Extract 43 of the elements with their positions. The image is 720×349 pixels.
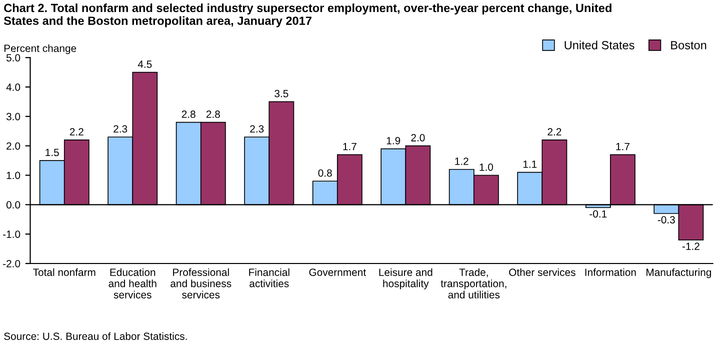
y-tick-label: 4.0: [6, 84, 20, 91]
data-label: 0.8: [318, 169, 332, 177]
data-label: 1.1: [523, 160, 537, 168]
x-tick-label: Leisure and hospitality: [379, 268, 432, 290]
data-label: 1.5: [46, 148, 59, 156]
data-label: 1.0: [480, 163, 494, 171]
data-label: 4.5: [138, 60, 152, 68]
data-label: 2.2: [70, 128, 84, 136]
source-note: Source: U.S. Bureau of Labor Statistics.: [4, 332, 187, 340]
data-label: 2.3: [250, 125, 264, 133]
data-label: 2.0: [411, 134, 425, 142]
x-tick-label: Government: [309, 268, 366, 276]
data-label: 2.3: [114, 125, 128, 133]
x-tick-label: Education and health services: [108, 268, 156, 298]
data-label: 2.2: [548, 128, 562, 136]
chart-title: Chart 2. Total nonfarm and selected industry supersector employment, over-the-year percent change, United States and the Boston metropolitan area, January 2017: [4, 3, 612, 28]
data-label: -1.2: [682, 242, 700, 250]
data-label: -0.1: [590, 210, 607, 218]
x-tick-label: Trade, transportation, and utilities: [440, 268, 506, 298]
data-label: 1.2: [455, 158, 468, 165]
data-label: 1.7: [616, 142, 630, 150]
data-label: 1.7: [343, 142, 356, 150]
legend-label: Boston: [671, 41, 706, 50]
legend-label: United States: [564, 40, 634, 50]
x-tick-label: Other services: [509, 268, 576, 276]
data-label: 3.5: [274, 90, 288, 98]
y-tick-label: 3.0: [6, 112, 20, 120]
x-tick-label: Professional and business services: [170, 268, 232, 298]
y-tick-label: 5.0: [6, 54, 20, 62]
x-tick-label: Information: [585, 268, 636, 276]
x-tick-label: Financial activities: [249, 268, 290, 288]
data-label: 2.8: [206, 110, 220, 118]
y-tick-label: 2.0: [6, 142, 20, 150]
data-label: -0.3: [658, 216, 675, 224]
y-tick-label: -2.0: [3, 260, 20, 268]
y-tick-label: 0.0: [6, 201, 20, 209]
y-tick-label: 1.0: [6, 172, 20, 180]
x-tick-label: Total nonfarm: [33, 268, 96, 276]
y-axis-title: Percent change: [4, 44, 76, 54]
x-tick-label: Manufacturing: [646, 268, 712, 278]
y-tick-label: -1.0: [3, 230, 20, 238]
data-label: 1.9: [386, 136, 400, 144]
data-label: 2.8: [182, 110, 196, 118]
